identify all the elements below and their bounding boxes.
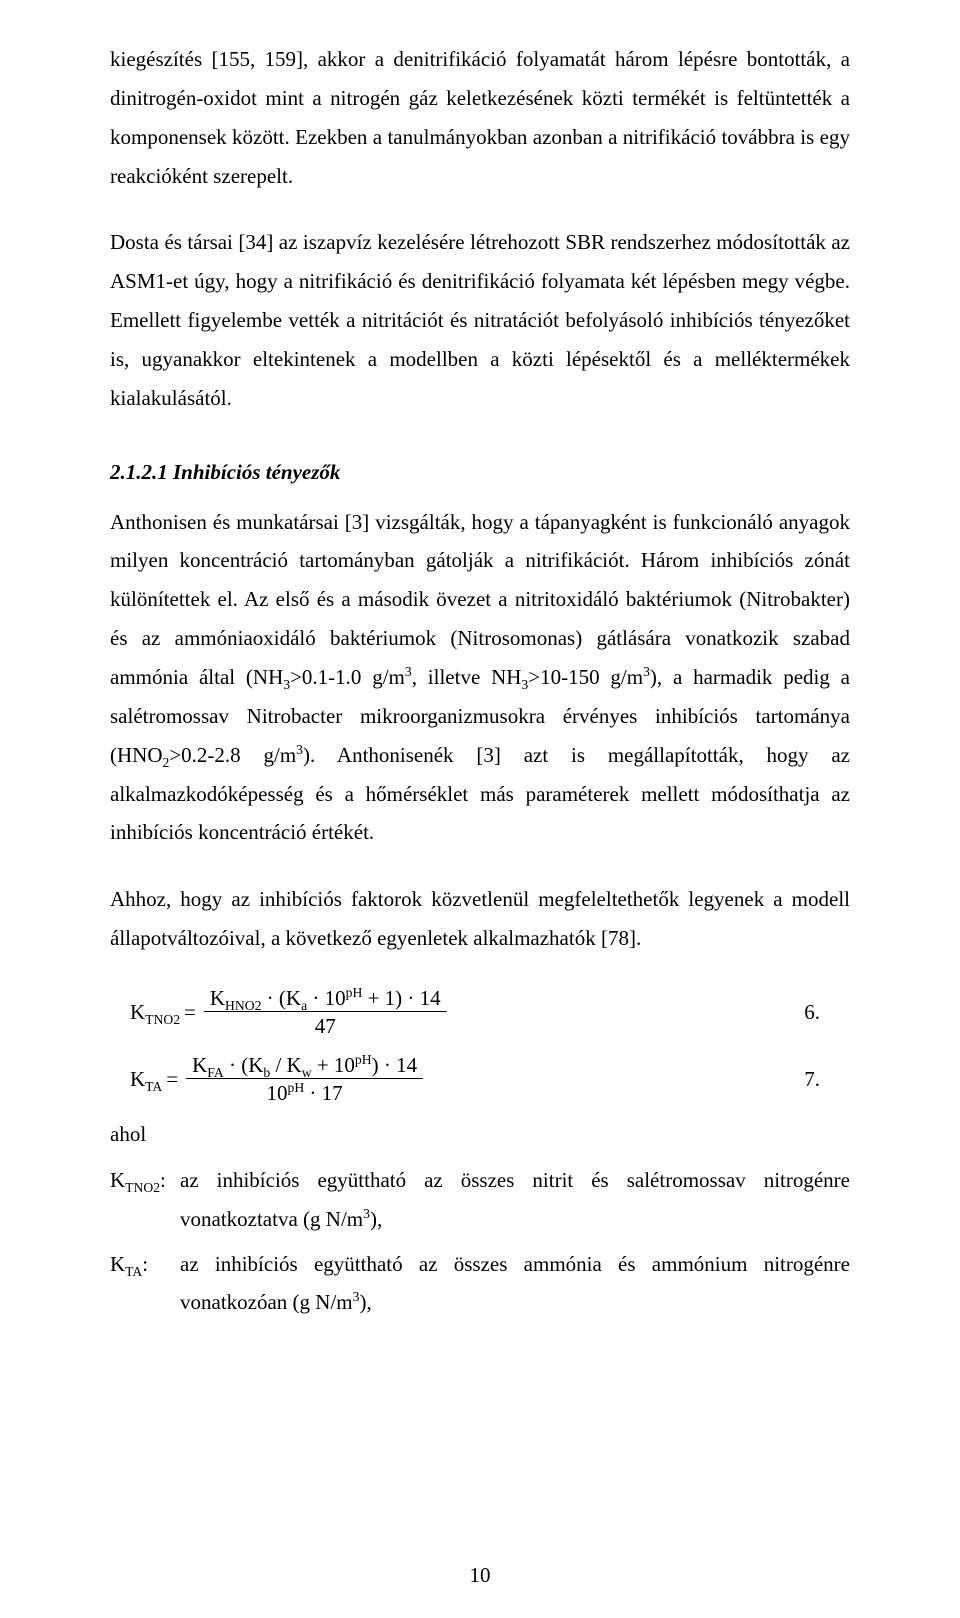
equation-6: KTNO2 = KHNO2 · (Ka · 10pH + 1) · 14 47 … [110, 986, 850, 1039]
page: kiegészítés [155, 159], akkor a denitrif… [0, 0, 960, 1618]
def1-colon: : [160, 1168, 166, 1192]
eq6-num-K1: K [210, 986, 225, 1010]
eq7-lhs-K: K [130, 1067, 145, 1091]
where-label: ahol [110, 1122, 850, 1147]
equation-7-number: 7. [760, 1067, 850, 1092]
def1-sub: TNO2 [125, 1180, 160, 1195]
definition-1-text: az inhibíciós együttható az összes nitri… [180, 1161, 850, 1239]
eq6-numerator: KHNO2 · (Ka · 10pH + 1) · 14 [204, 986, 447, 1012]
definitions: KTNO2: az inhibíciós együttható az össze… [110, 1161, 850, 1322]
eq7-lhs-sub: TA [145, 1079, 162, 1094]
eq7-denominator: 10pH · 17 [261, 1079, 349, 1106]
eq6-denominator: 47 [309, 1012, 342, 1039]
section-heading: 2.1.2.1 Inhibíciós tényezők [110, 460, 850, 485]
page-number: 10 [0, 1563, 960, 1588]
p3-text-f: >0.2-2.8 g/m [169, 743, 296, 767]
def1-sup: 3 [363, 1206, 370, 1221]
eq6-lhs-sub: TNO2 [145, 1012, 180, 1027]
paragraph-1: kiegészítés [155, 159], akkor a denitrif… [110, 40, 850, 195]
eq6-lhs-K: K [130, 1000, 145, 1024]
eq7-num-Kw-sub: w [302, 1065, 312, 1080]
p3-text-d: >10-150 g/m [528, 665, 643, 689]
eq7-num-pH: pH [355, 1052, 372, 1067]
p3-text-c: , illetve NH [412, 665, 522, 689]
eq7-num-mid1: · (K [224, 1053, 264, 1077]
equation-6-number: 6. [760, 1000, 850, 1025]
eq6-num-mid1: · (K [261, 986, 301, 1010]
eq7-numerator: KFA · (Kb / Kw + 10pH) · 14 [186, 1053, 423, 1079]
p3-m1-sup: 3 [405, 664, 412, 679]
eq7-num-K1: K [192, 1053, 207, 1077]
eq7-den-pre: 10 [267, 1081, 288, 1105]
definition-1-label: KTNO2: [110, 1161, 180, 1239]
definition-2: KTA: az inhibíciós együttható az összes … [110, 1245, 850, 1323]
def1-text-a: az inhibíciós együttható az összes nitri… [180, 1168, 850, 1231]
eq7-den-post: · 17 [304, 1081, 343, 1105]
eq6-fraction: KHNO2 · (Ka · 10pH + 1) · 14 47 [204, 986, 447, 1039]
paragraph-2: Dosta és társai [34] az iszapvíz kezelés… [110, 223, 850, 417]
eq7-equals: = [166, 1067, 178, 1092]
eq6-num-pH: pH [346, 985, 363, 1000]
eq6-num-mid2: · 10 [307, 986, 346, 1010]
eq7-lhs: KTA [130, 1067, 162, 1092]
eq6-equals: = [184, 1000, 196, 1025]
definition-2-label: KTA: [110, 1245, 180, 1323]
p3-text-b: >0.1-1.0 g/m [290, 665, 405, 689]
definition-1: KTNO2: az inhibíciós együttható az össze… [110, 1161, 850, 1239]
def1-K: K [110, 1168, 125, 1192]
equation-7-body: KTA = KFA · (Kb / Kw + 10pH) · 14 10pH ·… [110, 1053, 427, 1106]
def1-text-b: ), [370, 1207, 382, 1231]
def2-sub: TA [125, 1264, 142, 1279]
paragraph-4: Ahhoz, hogy az inhibíciós faktorok közve… [110, 880, 850, 958]
p3-m3-sup: 3 [296, 742, 303, 757]
paragraph-3: Anthonisen és munkatársai [3] vizsgálták… [110, 503, 850, 853]
eq7-num-slash: / K [270, 1053, 302, 1077]
p3-m2-sup: 3 [643, 664, 650, 679]
equation-7: KTA = KFA · (Kb / Kw + 10pH) · 14 10pH ·… [110, 1053, 850, 1106]
eq6-num-tail: + 1) · 14 [362, 986, 440, 1010]
definition-2-text: az inhibíciós együttható az összes ammón… [180, 1245, 850, 1323]
def2-text-a: az inhibíciós együttható az összes ammón… [180, 1252, 850, 1315]
eq7-num-K1-sub: FA [207, 1065, 223, 1080]
eq6-num-K1-sub: HNO2 [225, 998, 261, 1013]
def2-colon: : [142, 1252, 148, 1276]
def2-K: K [110, 1252, 125, 1276]
eq7-num-mid2: + 10 [312, 1053, 355, 1077]
p3-text-a: Anthonisen és munkatársai [3] vizsgálták… [110, 510, 850, 689]
eq7-den-pH: pH [288, 1080, 305, 1095]
def2-text-b: ), [359, 1290, 371, 1314]
eq6-lhs: KTNO2 [130, 1000, 180, 1025]
equation-6-body: KTNO2 = KHNO2 · (Ka · 10pH + 1) · 14 47 [110, 986, 451, 1039]
eq7-fraction: KFA · (Kb / Kw + 10pH) · 14 10pH · 17 [186, 1053, 423, 1106]
eq7-num-tail: ) · 14 [372, 1053, 418, 1077]
